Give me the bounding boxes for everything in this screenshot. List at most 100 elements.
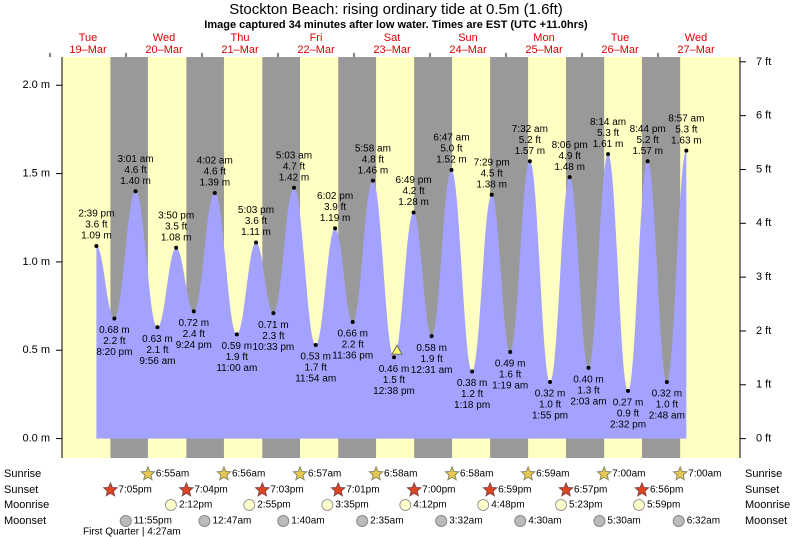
tide-label: 8:06 pm <box>552 140 588 151</box>
event-time: 6:59pm <box>498 485 531 496</box>
y2-tick-label: 3 ft <box>756 271 771 283</box>
day-date: 23–Mar <box>373 44 411 56</box>
tide-point <box>155 325 160 330</box>
moonrise-icon <box>321 499 334 511</box>
row-label-right: Moonrise <box>745 499 790 511</box>
event-time: 4:30am <box>528 516 561 527</box>
tide-label: 3.9 ft <box>324 202 346 213</box>
event-time: 6:58am <box>384 469 417 480</box>
y-tick-label: 1.0 m <box>22 256 50 268</box>
tide-label: 7:32 am <box>512 124 548 135</box>
tide-label: 1.63 m <box>671 135 702 146</box>
tide-point <box>548 380 553 385</box>
tide-label: 9:24 pm <box>176 340 212 351</box>
sunset-icon <box>482 481 499 497</box>
sunset-icon <box>330 481 347 497</box>
tide-label: 3:50 pm <box>158 210 194 221</box>
tide-area <box>96 150 687 439</box>
tide-label: 7:29 pm <box>474 157 510 168</box>
tide-label: 0.38 m <box>457 378 488 389</box>
plot-area <box>62 57 740 458</box>
tide-point <box>212 191 217 196</box>
event-time: 6:55am <box>156 469 189 480</box>
sunrise-icon <box>596 465 613 481</box>
tide-point <box>253 240 258 245</box>
tide-label: 0.49 m <box>495 359 526 370</box>
tide-point <box>429 334 434 339</box>
y-tick-label: 2.0 m <box>22 79 50 91</box>
sunset-icon <box>254 481 271 497</box>
tide-point <box>508 350 513 355</box>
tide-label: 2.2 ft <box>103 336 125 347</box>
event-time: 3:32am <box>449 516 482 527</box>
event-time: 5:30am <box>607 516 640 527</box>
y2-tick-label: 1 ft <box>756 379 771 391</box>
sunset-icon <box>634 481 650 497</box>
day-name: Wed <box>153 32 175 44</box>
tide-point <box>449 168 454 173</box>
day-date: 19–Mar <box>69 44 107 56</box>
tide-label: 4.9 ft <box>559 151 581 162</box>
tide-point <box>527 159 532 164</box>
y2-tick-label: 7 ft <box>756 56 771 68</box>
tide-label: 1.08 m <box>161 232 192 243</box>
event-time: 6:32am <box>687 516 720 527</box>
event-time: 7:05pm <box>118 485 151 496</box>
tide-point <box>313 342 318 347</box>
event-time: 5:59pm <box>647 500 680 511</box>
tide-point <box>489 192 494 197</box>
tide-label: 11:00 am <box>216 363 257 374</box>
tide-label: 1:55 pm <box>532 411 568 422</box>
tide-label: 1:18 pm <box>454 400 490 411</box>
moonset-icon <box>593 515 606 527</box>
moonset-icon <box>514 515 527 527</box>
event-time: 7:01pm <box>346 485 379 496</box>
y-tick-label: 0.5 m <box>22 344 50 356</box>
tide-label: 1.0 ft <box>539 400 561 411</box>
tide-point <box>626 388 631 393</box>
tide-label: 0.46 m <box>379 364 410 375</box>
row-label: Sunrise <box>4 468 41 480</box>
sunrise-icon <box>216 465 232 481</box>
tide-label: 1.61 m <box>593 139 624 150</box>
tide-label: 2:03 am <box>570 397 606 408</box>
tide-label: 12:31 am <box>411 365 453 376</box>
tide-point <box>664 380 669 385</box>
tide-point <box>133 189 138 194</box>
tide-label: 4:02 am <box>197 156 233 167</box>
event-time: 4:48pm <box>491 500 524 511</box>
tide-label: 8:44 pm <box>630 124 666 135</box>
moonrise-icon <box>164 499 177 511</box>
tide-label: 1.6 ft <box>499 370 521 381</box>
tide-label: 3.6 ft <box>85 220 107 231</box>
tide-point <box>567 175 572 180</box>
tide-label: 3.5 ft <box>165 221 187 232</box>
tide-label: 2.4 ft <box>183 329 205 340</box>
day-name: Wed <box>685 32 707 44</box>
tide-label: 5.2 ft <box>519 135 541 146</box>
event-time: 7:00am <box>612 469 645 480</box>
tide-label: 0.32 m <box>535 389 566 400</box>
tide-label: 4.6 ft <box>124 165 146 176</box>
event-time: 2:35am <box>370 516 403 527</box>
event-time: 6:57pm <box>574 485 607 496</box>
tide-label: 5.3 ft <box>597 128 619 139</box>
y-tick-label: 1.5 m <box>22 167 50 179</box>
tide-label: 1.42 m <box>279 172 310 183</box>
tide-label: 1.19 m <box>320 213 351 224</box>
tide-label: 0.40 m <box>573 375 604 386</box>
tide-point <box>291 185 296 190</box>
tide-label: 0.68 m <box>99 325 130 336</box>
moonset-icon <box>198 515 211 527</box>
event-time: 7:00am <box>688 469 721 480</box>
tide-point <box>333 226 338 231</box>
tide-label: 4.8 ft <box>362 154 384 165</box>
tide-label: 3.6 ft <box>245 216 267 227</box>
tide-label: 4.6 ft <box>204 167 226 178</box>
tide-label: 2.3 ft <box>262 331 284 342</box>
tide-point <box>392 355 397 360</box>
event-time: 5:23pm <box>569 500 602 511</box>
event-time: 4:12pm <box>413 500 446 511</box>
day-date: 22–Mar <box>297 44 335 56</box>
moonset-icon <box>356 515 369 527</box>
